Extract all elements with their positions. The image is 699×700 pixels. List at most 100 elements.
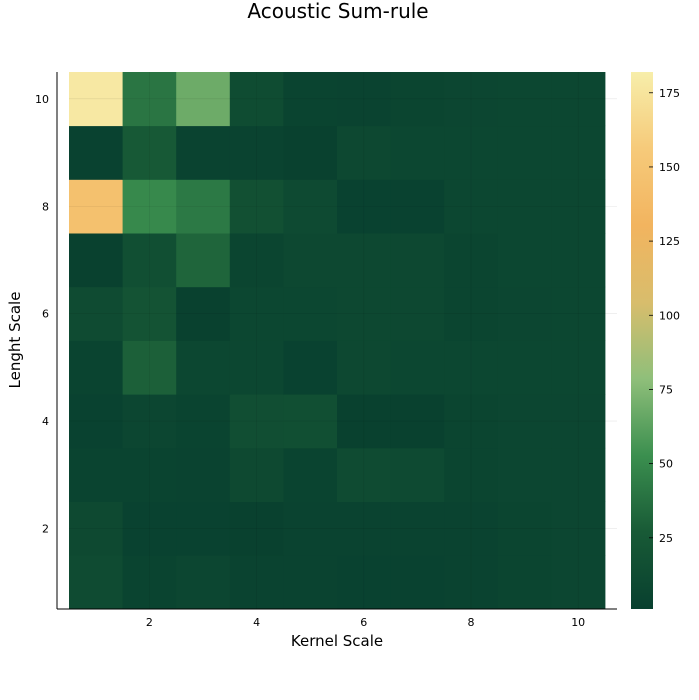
heatmap-cell bbox=[444, 555, 499, 610]
heatmap-cell bbox=[444, 394, 499, 449]
heatmap-cell bbox=[390, 340, 445, 395]
heatmap-cell bbox=[122, 394, 177, 449]
heatmap-cell bbox=[444, 501, 499, 556]
heatmap-cell bbox=[390, 125, 445, 180]
heatmap-cell bbox=[176, 179, 231, 234]
heatmap-cell bbox=[390, 447, 445, 502]
heatmap-cell bbox=[176, 501, 231, 556]
heatmap-cell bbox=[283, 72, 338, 127]
heatmap-cell bbox=[122, 72, 177, 127]
heatmap-cell bbox=[390, 555, 445, 610]
y-axis-label: Lenght Scale bbox=[6, 292, 24, 389]
heatmap-cell bbox=[497, 501, 552, 556]
heatmap-cell bbox=[69, 286, 123, 341]
heatmap-cell bbox=[69, 233, 123, 288]
heatmap-cells bbox=[69, 72, 606, 610]
colorbar-tick-label: 25 bbox=[659, 532, 673, 545]
colorbar bbox=[631, 72, 653, 609]
heatmap-cell bbox=[444, 233, 499, 288]
heatmap-cell bbox=[497, 233, 552, 288]
heatmap-cell bbox=[551, 179, 606, 234]
heatmap-cell bbox=[229, 72, 284, 127]
heatmap-cell bbox=[69, 501, 123, 556]
x-tick-label: 2 bbox=[146, 616, 153, 629]
heatmap-cell bbox=[283, 447, 338, 502]
heatmap-cell bbox=[444, 179, 499, 234]
heatmap-cell bbox=[337, 394, 391, 449]
heatmap-cell bbox=[551, 233, 606, 288]
heatmap-cell bbox=[176, 340, 231, 395]
heatmap-cell bbox=[337, 447, 391, 502]
heatmap-cell bbox=[337, 233, 391, 288]
heatmap-cell bbox=[283, 286, 338, 341]
heatmap-cell bbox=[283, 555, 338, 610]
axes bbox=[56, 72, 617, 610]
heatmap-cell bbox=[176, 125, 231, 180]
heatmap-cell bbox=[69, 179, 123, 234]
heatmap-cell bbox=[229, 286, 284, 341]
y-tick-label: 10 bbox=[35, 93, 49, 106]
chart-title: Acoustic Sum-rule bbox=[247, 0, 428, 23]
heatmap-cell bbox=[444, 447, 499, 502]
heatmap-cell bbox=[444, 72, 499, 127]
heatmap-cell bbox=[69, 72, 123, 127]
heatmap-cell bbox=[283, 179, 338, 234]
heatmap-cell bbox=[229, 233, 284, 288]
heatmap-cell bbox=[497, 394, 552, 449]
y-tick-labels: 2 4 6 8 10 bbox=[35, 93, 49, 536]
heatmap-cell bbox=[122, 233, 177, 288]
heatmap-cell bbox=[229, 447, 284, 502]
colorbar-tick-label: 125 bbox=[659, 235, 680, 248]
heatmap-cell bbox=[229, 125, 284, 180]
heatmap-cell bbox=[497, 555, 552, 610]
heatmap-cell bbox=[497, 125, 552, 180]
heatmap-cell bbox=[176, 394, 231, 449]
heatmap-cell bbox=[444, 286, 499, 341]
heatmap-cell bbox=[551, 125, 606, 180]
x-tick-label: 4 bbox=[253, 616, 260, 629]
heatmap-cell bbox=[69, 394, 123, 449]
heatmap-cell bbox=[229, 555, 284, 610]
heatmap-cell bbox=[551, 447, 606, 502]
heatmap-cell bbox=[229, 340, 284, 395]
heatmap-cell bbox=[551, 555, 606, 610]
heatmap-cell bbox=[390, 501, 445, 556]
heatmap-cell bbox=[176, 286, 231, 341]
heatmap-cell bbox=[283, 394, 338, 449]
heatmap-cell bbox=[229, 179, 284, 234]
y-tick-label: 6 bbox=[42, 308, 49, 321]
x-tick-labels: 2 4 6 8 10 bbox=[146, 616, 585, 629]
colorbar-tick-label: 100 bbox=[659, 309, 680, 322]
heatmap-cell bbox=[229, 394, 284, 449]
heatmap-cell bbox=[176, 233, 231, 288]
colorbar-ticks: 25 50 75 100 125 150 175 bbox=[649, 87, 680, 545]
heatmap-cell bbox=[337, 72, 391, 127]
heatmap-cell bbox=[497, 340, 552, 395]
heatmap-cell bbox=[122, 501, 177, 556]
heatmap-cell bbox=[444, 340, 499, 395]
x-tick-label: 8 bbox=[468, 616, 475, 629]
heatmap-cell bbox=[551, 501, 606, 556]
heatmap-cell bbox=[390, 233, 445, 288]
heatmap-cell bbox=[444, 125, 499, 180]
heatmap-cell bbox=[283, 233, 338, 288]
heatmap-cell bbox=[69, 125, 123, 180]
heatmap-cell bbox=[176, 555, 231, 610]
heatmap-cell bbox=[337, 501, 391, 556]
heatmap-cell bbox=[390, 286, 445, 341]
x-axis-label: Kernel Scale bbox=[291, 632, 383, 650]
heatmap-cell bbox=[122, 125, 177, 180]
x-tick-label: 10 bbox=[571, 616, 585, 629]
heatmap-cell bbox=[337, 555, 391, 610]
heatmap-cell bbox=[390, 179, 445, 234]
heatmap-cell bbox=[122, 179, 177, 234]
heatmap-cell bbox=[122, 447, 177, 502]
colorbar-tick-label: 175 bbox=[659, 87, 680, 100]
heatmap-cell bbox=[337, 340, 391, 395]
heatmap-cell bbox=[551, 394, 606, 449]
heatmap-cell bbox=[122, 286, 177, 341]
heatmap-cell bbox=[551, 286, 606, 341]
heatmap-cell bbox=[551, 72, 606, 127]
heatmap-cell bbox=[283, 340, 338, 395]
heatmap-cell bbox=[176, 447, 231, 502]
